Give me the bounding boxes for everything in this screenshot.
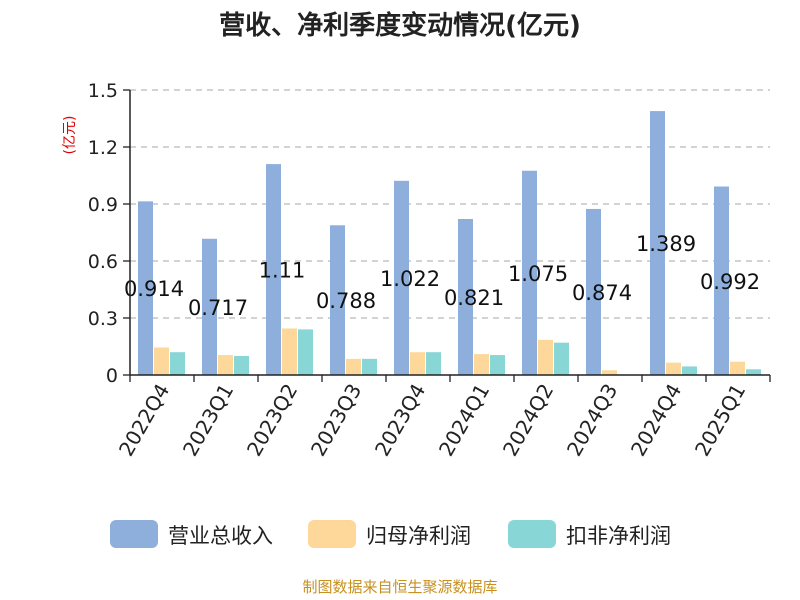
- data-label: 0.914: [124, 277, 184, 301]
- y-tick-label: 0.9: [88, 194, 118, 216]
- data-label: 1.022: [380, 267, 440, 291]
- legend: 营业总收入 归母净利润 扣非净利润: [110, 520, 671, 548]
- bar-net-profit: [282, 328, 297, 375]
- legend-swatch: [508, 520, 556, 548]
- bar-revenue: [522, 170, 537, 375]
- bar-net-profit: [538, 339, 553, 375]
- source-note: 制图数据来自恒生聚源数据库: [302, 578, 497, 596]
- bar-deducted-net-profit: [234, 356, 249, 375]
- data-label: 1.075: [508, 262, 568, 286]
- x-tick-label: 2024Q1: [434, 380, 494, 461]
- bar-revenue: [266, 164, 281, 375]
- data-label: 0.788: [316, 289, 376, 313]
- x-tick-label: 2023Q2: [242, 380, 302, 461]
- data-label: 1.11: [259, 259, 306, 283]
- gridlines: [130, 89, 770, 319]
- y-tick-label: 0: [106, 365, 118, 387]
- bar-net-profit: [410, 352, 425, 375]
- data-label: 0.821: [444, 286, 504, 310]
- bar-net-profit: [602, 370, 617, 375]
- bar-deducted-net-profit: [170, 352, 185, 375]
- legend-label: 营业总收入: [168, 524, 273, 548]
- bar-revenue: [458, 219, 473, 375]
- bar-revenue: [586, 208, 601, 375]
- bar-net-profit: [474, 354, 489, 375]
- data-label: 1.389: [636, 232, 696, 256]
- y-axis-unit-label: (亿元): [62, 116, 78, 155]
- bar-deducted-net-profit: [554, 342, 569, 375]
- bar-net-profit: [346, 358, 361, 375]
- bar-deducted-net-profit: [426, 352, 441, 375]
- bar-deducted-net-profit: [362, 358, 377, 375]
- bar-deducted-net-profit: [298, 329, 313, 375]
- legend-label: 归母净利润: [366, 524, 471, 548]
- bar-deducted-net-profit: [746, 369, 761, 375]
- legend-swatch: [110, 520, 158, 548]
- bar-net-profit: [666, 362, 681, 375]
- bar-net-profit: [218, 355, 233, 375]
- x-tick-label: 2022Q4: [114, 380, 174, 461]
- x-tick-label: 2024Q4: [626, 380, 686, 461]
- bar-deducted-net-profit: [490, 355, 505, 375]
- bar-revenue: [138, 201, 153, 375]
- bar-revenue: [330, 225, 345, 375]
- bar-deducted-net-profit: [682, 366, 697, 375]
- x-tick-label: 2023Q3: [306, 380, 366, 461]
- bar-revenue: [650, 111, 665, 375]
- y-tick-label: 1.5: [88, 80, 118, 102]
- x-tick-label: 2024Q2: [498, 380, 558, 461]
- bar-net-profit: [730, 361, 745, 375]
- legend-swatch: [308, 520, 356, 548]
- x-tick-label: 2024Q3: [562, 380, 622, 461]
- legend-label: 扣非净利润: [566, 524, 671, 548]
- bar-revenue: [202, 238, 217, 375]
- chart-title: 营收、净利季度变动情况(亿元): [219, 10, 581, 41]
- data-label: 0.992: [700, 270, 760, 294]
- y-tick-label: 1.2: [88, 137, 118, 159]
- y-tick-label: 0.6: [88, 251, 118, 273]
- x-tick-label: 2025Q1: [690, 380, 750, 461]
- x-tick-label: 2023Q4: [370, 380, 430, 461]
- bar-net-profit: [154, 347, 169, 375]
- data-label: 0.717: [188, 296, 248, 320]
- y-tick-label: 0.3: [88, 308, 118, 330]
- bar-revenue: [394, 180, 409, 375]
- bar-revenue: [714, 186, 729, 375]
- data-label: 0.874: [572, 281, 632, 305]
- x-tick-label: 2023Q1: [178, 380, 238, 461]
- bars: [138, 111, 761, 375]
